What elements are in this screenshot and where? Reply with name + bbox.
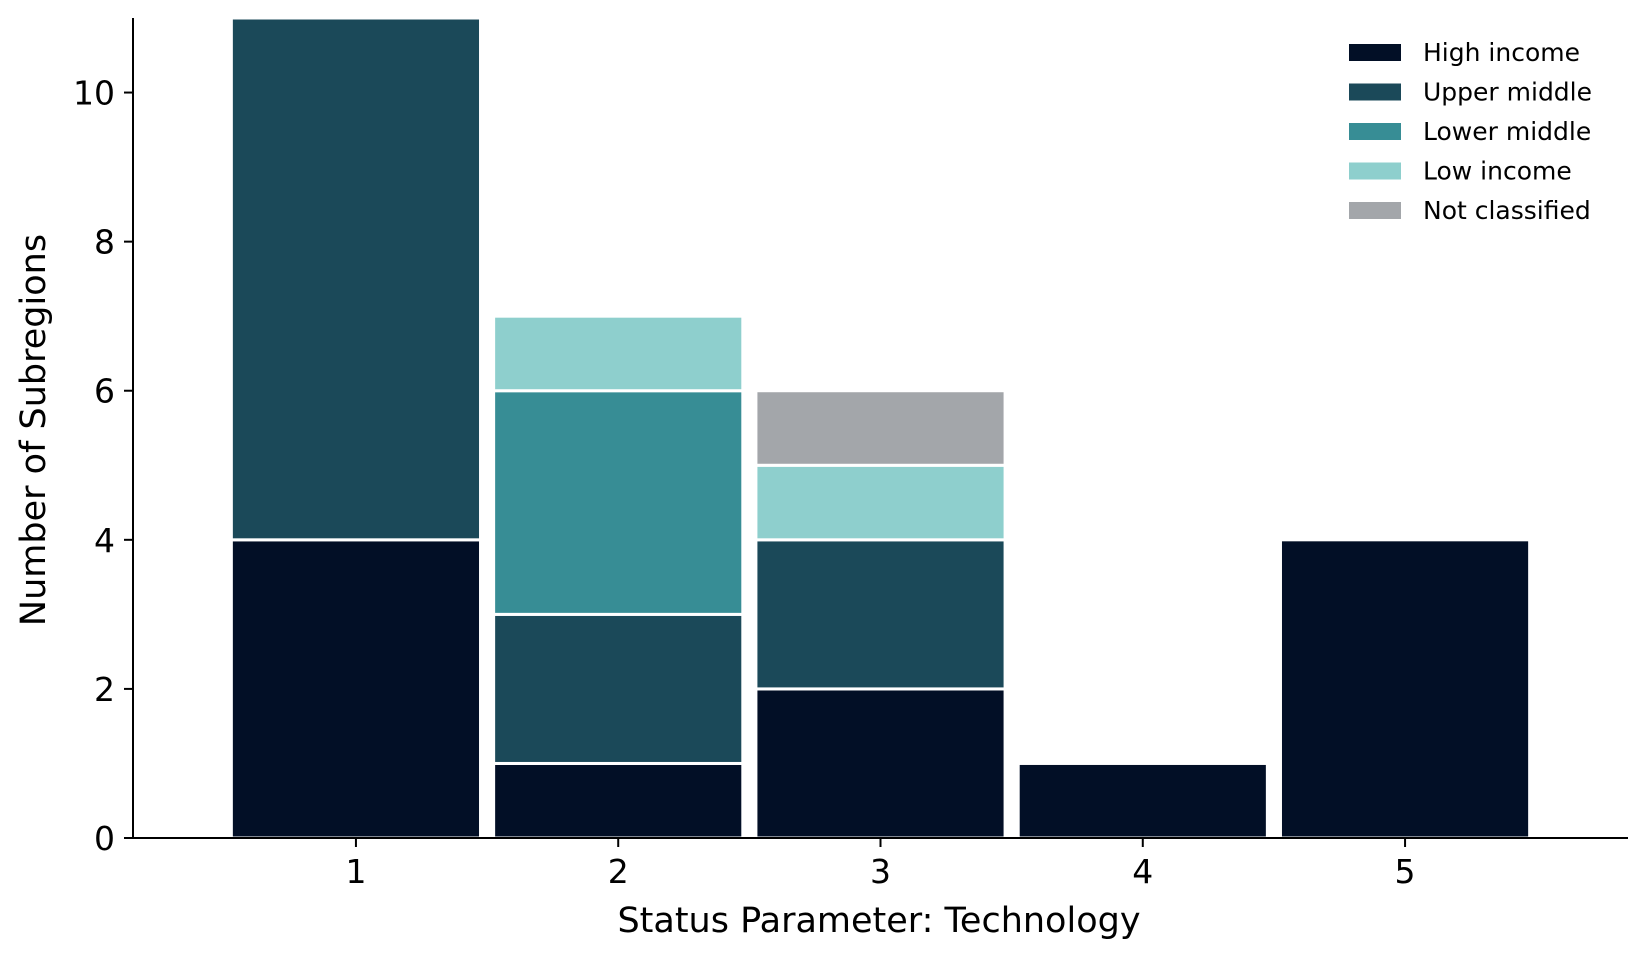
x-tick-label: 3 (870, 852, 891, 891)
bar-segment (492, 314, 745, 393)
bar-segment (754, 538, 1007, 691)
bar-segment (492, 612, 745, 765)
x-axis-label: Status Parameter: Technology (617, 901, 1140, 941)
legend-label: High income (1423, 38, 1580, 67)
legend-swatch (1349, 162, 1401, 180)
x-tick-label: 2 (608, 852, 629, 891)
y-tick-label: 0 (94, 819, 115, 858)
legend-swatch (1349, 202, 1401, 219)
bar-segment (754, 389, 1007, 467)
y-tick-label: 2 (94, 670, 115, 709)
legend-label: Not classified (1423, 196, 1591, 225)
y-axis-label: Number of Subregions (14, 234, 54, 626)
legend-label: Upper middle (1423, 78, 1592, 107)
bar-segment (1278, 538, 1532, 840)
bar-segment (754, 463, 1007, 542)
legend-swatch (1349, 83, 1401, 101)
bar-segment (492, 389, 745, 616)
y-tick-label: 10 (73, 74, 115, 113)
x-tick-label: 5 (1395, 852, 1416, 891)
y-tick-label: 8 (94, 223, 115, 262)
x-tick-label: 4 (1132, 852, 1153, 891)
legend-label: Lower middle (1423, 117, 1591, 146)
bar-segment (492, 761, 745, 840)
bar-segment (1016, 761, 1269, 840)
bar-segment (754, 687, 1007, 840)
legend-swatch (1349, 44, 1401, 61)
bar-segment (229, 538, 483, 840)
legend-label: Low income (1423, 157, 1572, 186)
y-tick-label: 6 (94, 372, 115, 411)
bars-group (229, 16, 1532, 840)
x-tick-label: 1 (345, 852, 366, 891)
y-tick-label: 4 (94, 521, 115, 560)
legend: High income Upper middle Lower middle Low i… (1349, 38, 1592, 225)
legend-swatch (1349, 123, 1401, 140)
bar-segment (229, 16, 483, 542)
